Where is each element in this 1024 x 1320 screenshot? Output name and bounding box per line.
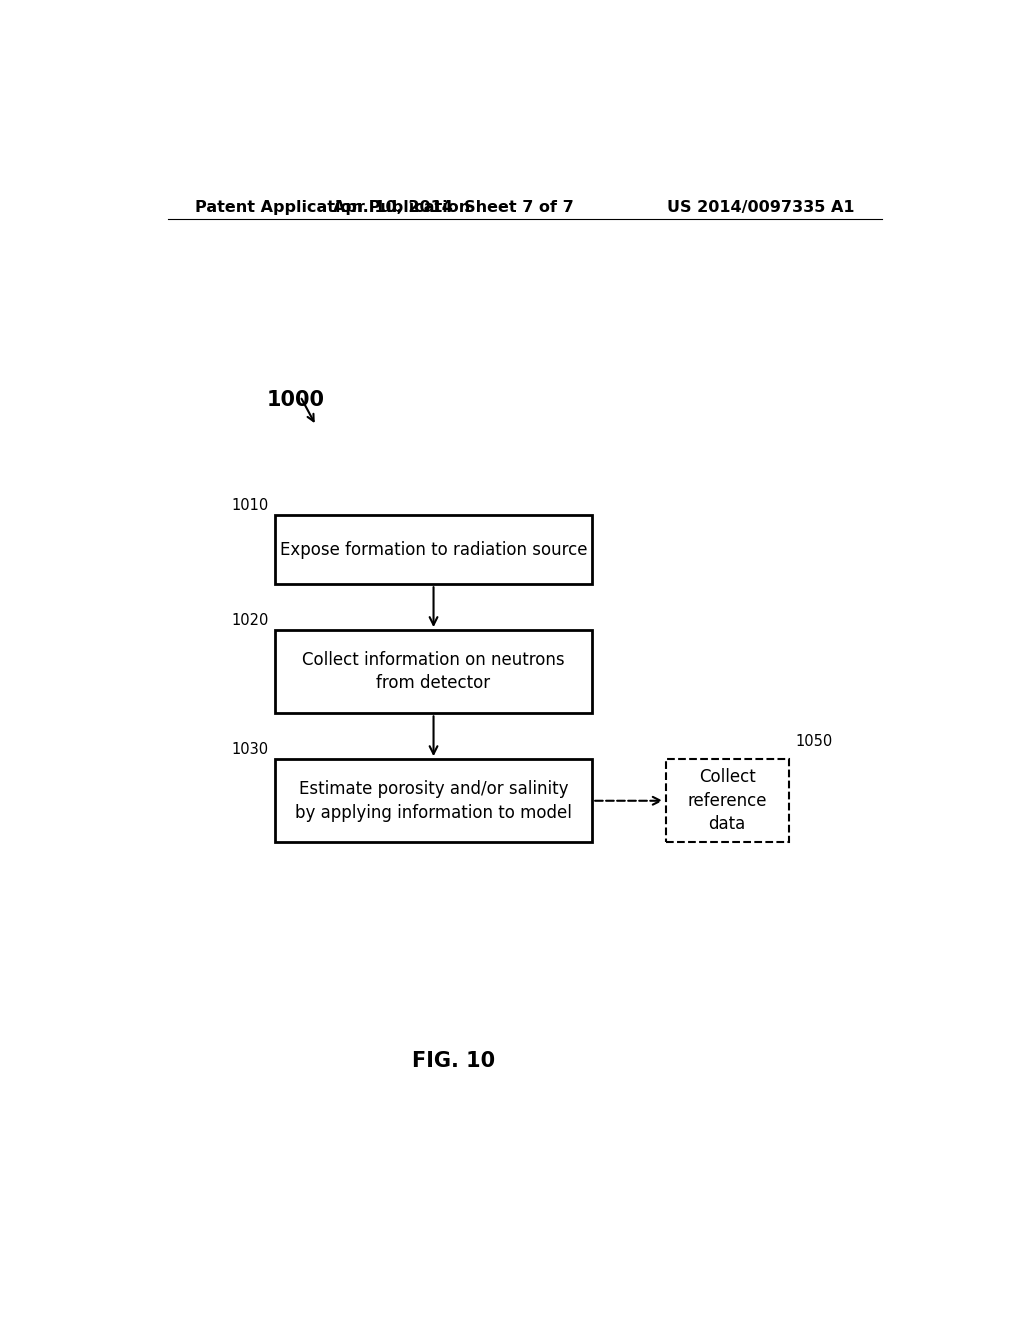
Text: Estimate porosity and/or salinity
by applying information to model: Estimate porosity and/or salinity by app… — [295, 780, 572, 821]
Bar — [274, 759, 592, 842]
Text: US 2014/0097335 A1: US 2014/0097335 A1 — [667, 199, 854, 215]
Bar — [274, 630, 592, 713]
Text: 1020: 1020 — [231, 612, 268, 628]
Bar — [666, 759, 788, 842]
Text: Expose formation to radiation source: Expose formation to radiation source — [280, 541, 588, 558]
Text: Collect information on neutrons
from detector: Collect information on neutrons from det… — [302, 651, 565, 693]
Text: Collect
reference
data: Collect reference data — [687, 768, 767, 833]
Text: Patent Application Publication: Patent Application Publication — [196, 199, 471, 215]
Text: 1010: 1010 — [231, 498, 268, 513]
Text: 1050: 1050 — [795, 734, 833, 748]
Bar — [274, 515, 592, 585]
Text: 1000: 1000 — [267, 391, 325, 411]
Text: FIG. 10: FIG. 10 — [412, 1051, 495, 1071]
Text: Apr. 10, 2014  Sheet 7 of 7: Apr. 10, 2014 Sheet 7 of 7 — [333, 199, 573, 215]
Text: 1030: 1030 — [231, 742, 268, 758]
